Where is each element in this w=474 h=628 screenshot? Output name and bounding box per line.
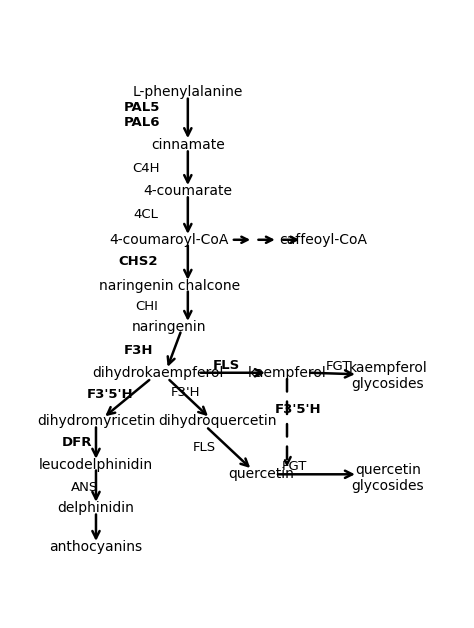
Text: F3'H: F3'H (171, 386, 201, 399)
Text: DFR: DFR (62, 436, 92, 450)
Text: delphinidin: delphinidin (57, 501, 135, 515)
Text: F3'5'H: F3'5'H (87, 388, 133, 401)
Text: quercetin: quercetin (228, 467, 294, 481)
Text: dihydroquercetin: dihydroquercetin (158, 414, 276, 428)
Text: cinnamate: cinnamate (151, 139, 225, 153)
Text: naringenin chalcone: naringenin chalcone (99, 279, 240, 293)
Text: FLS: FLS (213, 359, 240, 372)
Text: F3H: F3H (124, 344, 153, 357)
Text: CHI: CHI (135, 300, 158, 313)
Text: FLS: FLS (193, 441, 216, 454)
Text: FGT: FGT (282, 460, 307, 473)
Text: anthocyanins: anthocyanins (49, 540, 143, 554)
Text: 4-coumarate: 4-coumarate (143, 185, 232, 198)
Text: PAL5
PAL6: PAL5 PAL6 (124, 101, 160, 129)
Text: CHS2: CHS2 (118, 255, 158, 268)
Text: kaempferol
glycosides: kaempferol glycosides (349, 361, 428, 391)
Text: FGT: FGT (326, 360, 351, 373)
Text: F3'5'H: F3'5'H (275, 403, 321, 416)
Text: 4-coumaroyl-CoA: 4-coumaroyl-CoA (110, 233, 229, 247)
Text: dihydrokaempferol: dihydrokaempferol (93, 365, 224, 380)
Text: L-phenylalanine: L-phenylalanine (133, 85, 243, 99)
Text: C4H: C4H (132, 161, 159, 175)
Text: leucodelphinidin: leucodelphinidin (39, 458, 153, 472)
Text: 4CL: 4CL (134, 208, 159, 221)
Text: caffeoyl-CoA: caffeoyl-CoA (280, 233, 368, 247)
Text: dihydromyricetin: dihydromyricetin (37, 414, 155, 428)
Text: ANS: ANS (72, 481, 99, 494)
Text: quercetin
glycosides: quercetin glycosides (352, 463, 424, 493)
Text: naringenin: naringenin (132, 320, 207, 334)
Text: kaempferol: kaempferol (247, 365, 327, 380)
